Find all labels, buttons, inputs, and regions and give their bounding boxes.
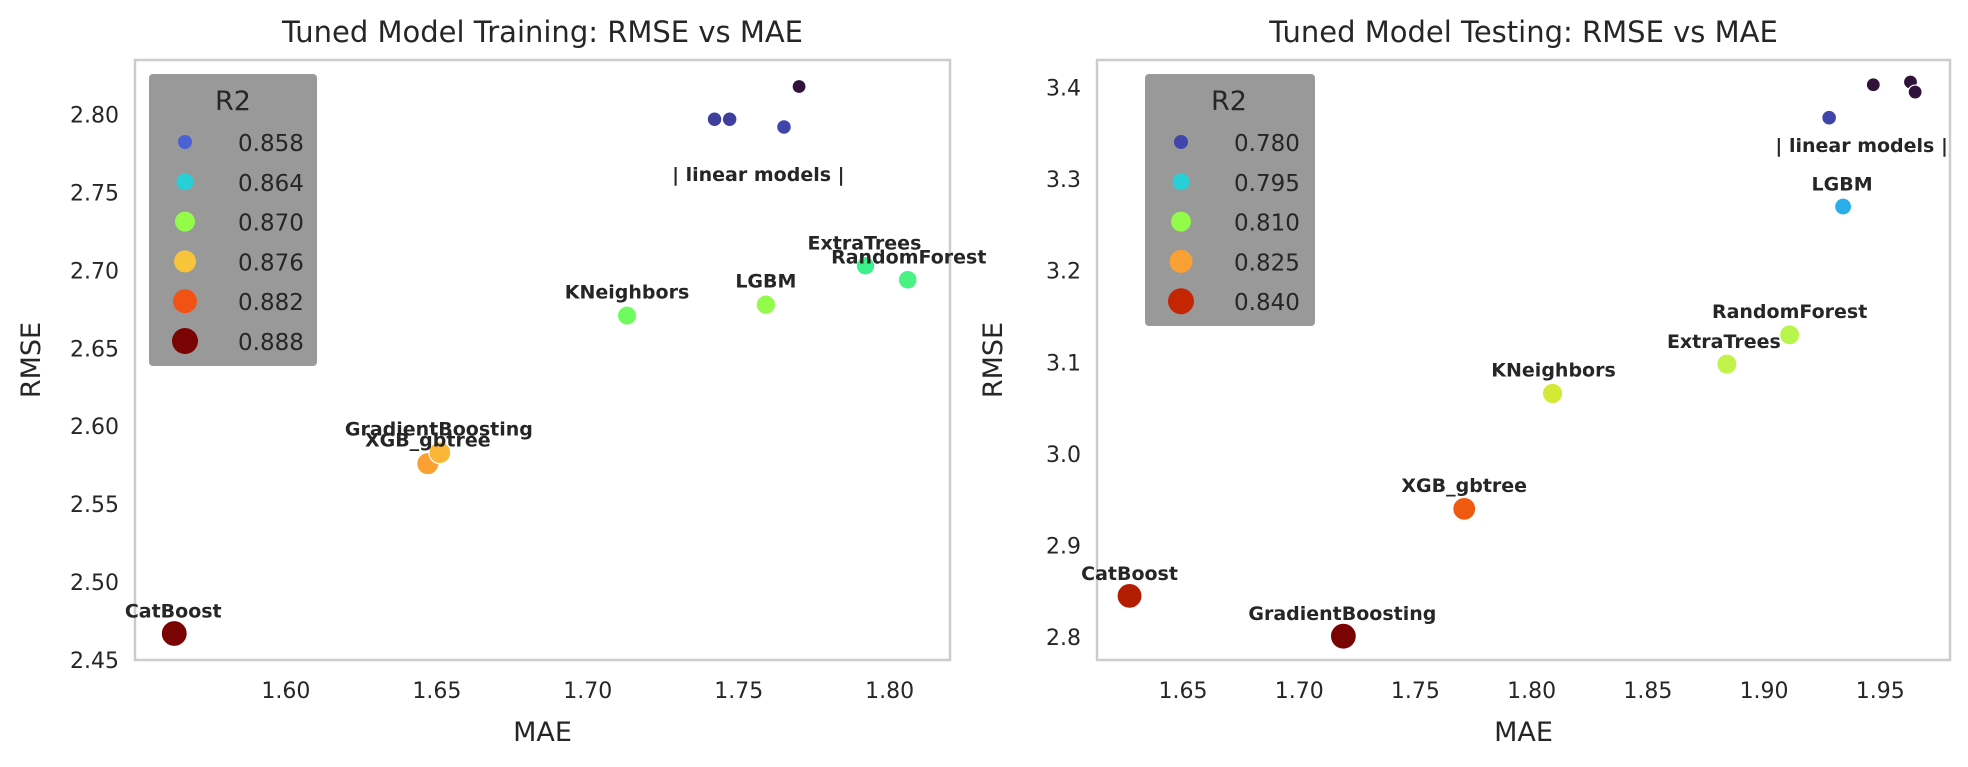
point-label: ExtraTrees: [1667, 331, 1781, 353]
legend-label: 0.882: [238, 290, 304, 316]
data-point: [1329, 622, 1357, 650]
y-tick-label: 2.8: [1046, 626, 1081, 651]
x-tick-label: 1.60: [261, 679, 310, 704]
training-chart: Tuned Model Training: RMSE vs MAE 1.60 1.6…: [16, 15, 986, 748]
data-point: [1716, 353, 1738, 375]
x-tick-label: 1.95: [1856, 679, 1905, 704]
legend-label: 0.840: [1234, 290, 1300, 316]
x-tick-label: 1.80: [1507, 679, 1556, 704]
data-point: [721, 111, 738, 128]
chart-title: Tuned Model Training: RMSE vs MAE: [281, 15, 803, 49]
y-tick-label: 2.9: [1046, 534, 1081, 559]
legend-marker: [174, 250, 196, 273]
x-tick-label: 1.85: [1623, 679, 1672, 704]
legend-label: 0.780: [1234, 131, 1300, 157]
data-point: [855, 255, 876, 276]
data-point: [1821, 109, 1838, 126]
data-point: [1779, 324, 1801, 346]
data-point: [897, 269, 918, 290]
legend-title: R2: [215, 86, 251, 117]
legend-label: 0.864: [238, 171, 304, 197]
y-axis-label: RMSE: [16, 322, 47, 398]
y-tick-label: 3.2: [1046, 260, 1081, 285]
legend-label: 0.888: [238, 330, 304, 356]
x-axis-label: MAE: [513, 717, 572, 748]
point-label: CatBoost: [1081, 563, 1178, 585]
point-label: RandomForest: [1712, 301, 1867, 323]
y-tick-label: 3.3: [1046, 168, 1081, 193]
legend: R2 0.858 0.864 0.870 0.876 0.882 0.888: [149, 74, 317, 366]
y-tick-label: 2.45: [70, 649, 119, 674]
data-point: [791, 78, 807, 95]
legend-marker: [1169, 249, 1193, 273]
chart-title: Tuned Model Testing: RMSE vs MAE: [1268, 15, 1778, 49]
y-tick-label: 2.80: [70, 104, 119, 129]
legend-marker: [175, 211, 195, 232]
point-label: KNeighbors: [565, 282, 689, 304]
point-label: GradientBoosting: [1248, 603, 1436, 625]
x-tick-label: 1.70: [1275, 679, 1324, 704]
x-tick-label: 1.70: [563, 679, 612, 704]
y-axis-label: RMSE: [978, 322, 1009, 398]
legend-marker: [178, 135, 192, 149]
legend: R2 0.780 0.795 0.810 0.825 0.840: [1145, 74, 1315, 326]
x-tick-label: 1.65: [412, 679, 461, 704]
point-label: KNeighbors: [1491, 359, 1615, 381]
data-point: [1865, 77, 1881, 93]
x-tick-label: 1.65: [1159, 679, 1208, 704]
legend-label: 0.870: [238, 211, 304, 237]
y-tick-label: 3.0: [1046, 443, 1081, 468]
data-point: [706, 111, 723, 128]
y-tick-label: 3.4: [1046, 76, 1081, 101]
data-point: [776, 119, 792, 135]
annotation-label: | linear models |: [1775, 135, 1948, 157]
legend-marker: [1168, 288, 1194, 315]
data-point: [160, 619, 188, 648]
y-tick-label: 2.65: [70, 337, 119, 362]
data-point: [428, 441, 452, 465]
point-label: XGB_gbtree: [365, 430, 491, 452]
legend-marker: [1171, 211, 1191, 232]
y-tick-label: 2.55: [70, 493, 119, 518]
point-label: RandomForest: [831, 247, 986, 269]
legend-label: 0.876: [238, 250, 304, 276]
legend-marker: [173, 289, 197, 314]
legend-marker: [1174, 135, 1188, 149]
legend-label: 0.795: [1234, 171, 1300, 197]
legend-label: 0.810: [1234, 211, 1300, 237]
legend-marker: [1172, 173, 1190, 191]
legend-title: R2: [1211, 86, 1247, 117]
point-label: GradientBoosting: [345, 419, 533, 441]
legend-label: 0.858: [238, 131, 304, 157]
annotation-label: | linear models |: [672, 164, 845, 186]
x-tick-label: 1.75: [1391, 679, 1440, 704]
legend-marker: [172, 328, 198, 354]
data-point: [1452, 496, 1477, 521]
legend-marker: [176, 173, 194, 191]
point-label: CatBoost: [125, 601, 222, 623]
data-point: [1541, 382, 1564, 405]
x-tick-label: 1.90: [1740, 679, 1789, 704]
y-tick-label: 2.60: [70, 415, 119, 440]
data-point: [755, 294, 777, 316]
data-point: [1116, 582, 1143, 610]
point-label: ExtraTrees: [808, 233, 922, 255]
x-tick-label: 1.75: [714, 679, 763, 704]
x-axis-label: MAE: [1494, 717, 1553, 748]
point-label: LGBM: [1812, 174, 1873, 196]
x-tick-label: 1.80: [865, 679, 914, 704]
y-tick-label: 2.70: [70, 259, 119, 284]
y-tick-label: 2.50: [70, 571, 119, 596]
y-tick-label: 2.75: [70, 181, 119, 206]
data-point: [616, 305, 638, 326]
legend-label: 0.825: [1234, 250, 1300, 276]
testing-chart: Tuned Model Testing: RMSE vs MAE 1.65 1.70…: [978, 15, 1952, 748]
data-point: [1907, 84, 1923, 100]
point-label: LGBM: [735, 271, 796, 293]
y-tick-label: 3.1: [1046, 351, 1081, 376]
point-label: XGB_gbtree: [1401, 475, 1527, 497]
data-point: [1833, 197, 1853, 216]
